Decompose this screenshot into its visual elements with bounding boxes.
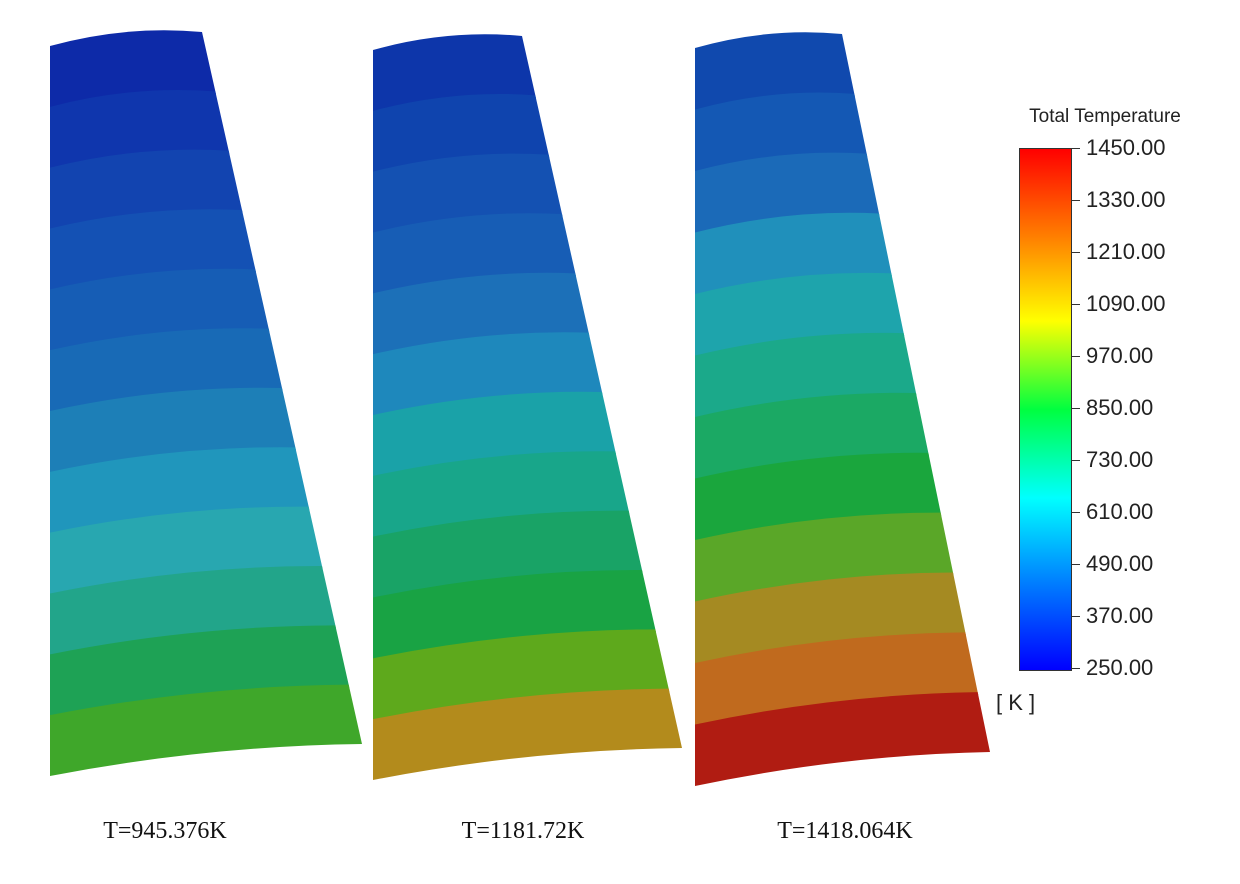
colorbar-title: Total Temperature — [1029, 106, 1181, 127]
colorbar-unit: [ K ] — [996, 690, 1036, 715]
temperature-band — [373, 391, 616, 479]
case-label-1: T=945.376K — [103, 818, 227, 844]
temperature-band — [373, 272, 590, 358]
temperature-band — [695, 572, 966, 666]
temperature-band — [695, 632, 979, 728]
temperature-band — [695, 332, 917, 420]
colorbar-tick-label: 850.00 — [1086, 395, 1154, 420]
colorbar-tick-label: 490.00 — [1086, 551, 1154, 576]
temperature-band — [695, 452, 942, 543]
blade-contour-panel-3 — [695, 32, 990, 786]
colorbar-tick-label: 250.00 — [1086, 655, 1154, 680]
colorbar-tick — [1071, 356, 1080, 357]
temperature-band — [50, 565, 336, 658]
colorbar-tick-label: 1330.00 — [1086, 187, 1166, 212]
case-label-2: T=1181.72K — [461, 818, 585, 844]
colorbar-tick-label: 610.00 — [1086, 499, 1154, 524]
colorbar-tick — [1071, 304, 1080, 305]
temperature-band — [373, 34, 536, 114]
colorbar-tick-label: 1450.00 — [1086, 135, 1166, 160]
case-label-3: T=1418.064K — [777, 818, 913, 844]
temperature-band — [50, 268, 270, 354]
temperature-band — [695, 512, 954, 605]
colorbar-tick-label: 970.00 — [1086, 343, 1154, 368]
blade-contour-panel-1 — [50, 30, 362, 776]
temperature-band — [50, 625, 350, 719]
temperature-band — [695, 32, 855, 113]
blade-contour-panel-2 — [373, 34, 682, 780]
colorbar-tick-label: 370.00 — [1086, 603, 1154, 628]
temperature-band — [50, 684, 362, 776]
colorbar-tick — [1071, 200, 1080, 201]
temperature-band — [373, 629, 670, 723]
temperature-band — [50, 447, 310, 536]
colorbar-tick — [1071, 668, 1080, 669]
colorbar-tick — [1071, 460, 1080, 461]
temperature-band — [695, 692, 990, 786]
colorbar-tick — [1071, 408, 1080, 409]
colorbar-tick — [1071, 148, 1080, 149]
colorbar-tick — [1071, 616, 1080, 617]
colorbar — [1019, 148, 1072, 671]
temperature-band — [695, 272, 905, 359]
temperature-band — [373, 332, 603, 418]
temperature-band — [50, 387, 296, 475]
temperature-band — [373, 510, 643, 601]
colorbar-tick — [1071, 252, 1080, 253]
temperature-band — [50, 328, 283, 414]
temperature-band — [373, 688, 682, 780]
colorbar-tick — [1071, 512, 1080, 513]
temperature-band — [695, 392, 929, 482]
colorbar-tick-label: 1090.00 — [1086, 291, 1166, 316]
temperature-band — [50, 30, 216, 110]
colorbar-tick-label: 730.00 — [1086, 447, 1154, 472]
temperature-band — [373, 451, 630, 540]
colorbar-tick-label: 1210.00 — [1086, 239, 1166, 264]
colorbar-tick — [1071, 564, 1080, 565]
temperature-band — [50, 506, 323, 597]
temperature-band — [373, 569, 656, 662]
